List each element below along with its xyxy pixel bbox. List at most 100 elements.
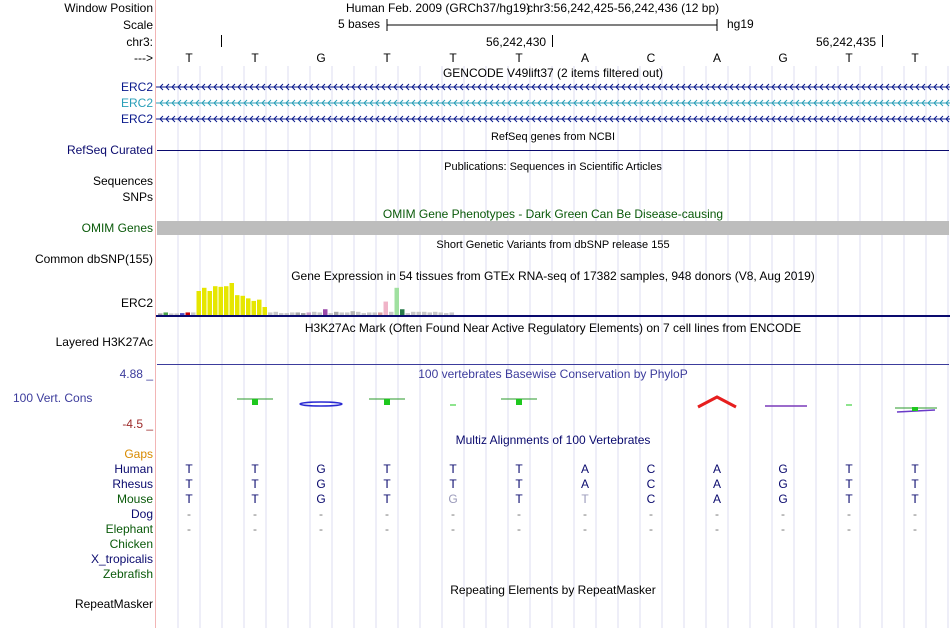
gtex-bar[interactable] <box>284 313 290 315</box>
gtex-bar[interactable] <box>246 298 251 315</box>
gtex-bar[interactable] <box>273 311 279 315</box>
species-label[interactable]: Dog <box>130 507 153 521</box>
strand-arrow <box>441 83 446 91</box>
gtex-bar[interactable] <box>416 311 422 315</box>
gencode-label-3[interactable]: ERC2 <box>120 112 153 126</box>
phylop-conservation-track[interactable] <box>156 385 950 425</box>
multiz-gaps-label[interactable]: Gaps <box>124 447 153 461</box>
gtex-bar[interactable] <box>350 311 356 315</box>
gtex-bar[interactable] <box>378 312 383 315</box>
gtex-bar[interactable] <box>251 300 257 315</box>
gtex-bar[interactable] <box>422 311 427 315</box>
gtex-bar[interactable] <box>191 312 196 315</box>
gtex-bar[interactable] <box>306 312 312 315</box>
strand-arrow <box>201 99 206 107</box>
species-label[interactable]: Chicken <box>109 537 153 551</box>
gtex-bar[interactable] <box>405 313 411 315</box>
phylop-base-mark[interactable] <box>384 399 390 405</box>
gtex-bar[interactable] <box>367 312 372 315</box>
gtex-bar-chart[interactable] <box>156 283 950 317</box>
gtex-bar[interactable] <box>312 311 317 315</box>
gtex-bar[interactable] <box>301 313 306 315</box>
gtex-bar[interactable] <box>169 313 174 315</box>
strand-arrow <box>675 115 680 123</box>
gtex-bar[interactable] <box>224 286 229 315</box>
species-label[interactable]: Elephant <box>105 522 153 536</box>
publications-label-snps[interactable]: SNPs <box>122 190 153 204</box>
gtex-bar[interactable] <box>196 291 202 315</box>
phylop-base-mark[interactable] <box>912 407 918 411</box>
gtex-bar[interactable] <box>383 301 389 315</box>
gtex-bar[interactable] <box>389 311 394 315</box>
strand-arrow <box>405 99 410 107</box>
gtex-bar[interactable] <box>449 312 455 315</box>
gtex-bar[interactable] <box>411 311 416 315</box>
gtex-bar[interactable] <box>394 287 400 315</box>
window-position[interactable]: chr3:56,242,425-56,242,436 (12 bp) <box>527 1 720 15</box>
species-label[interactable]: Zebrafish <box>102 567 153 581</box>
gtex-bar[interactable] <box>185 312 191 315</box>
gtex-bar[interactable] <box>323 309 328 315</box>
gtex-bar[interactable] <box>229 283 235 315</box>
gtex-bar[interactable] <box>334 311 339 315</box>
strand-arrow <box>327 83 332 91</box>
gtex-bar[interactable] <box>361 313 367 315</box>
gtex-bar[interactable] <box>180 313 185 315</box>
strand-arrow <box>843 99 848 107</box>
strand-arrow <box>849 99 854 107</box>
species-label[interactable]: X_tropicalis <box>90 552 153 566</box>
phylop-base-mark[interactable] <box>299 401 343 407</box>
gtex-bar[interactable] <box>400 309 405 315</box>
gtex-bar[interactable] <box>372 312 378 315</box>
h3k27ac-label[interactable]: Layered H3K27Ac <box>55 335 153 349</box>
omim-feature[interactable] <box>157 221 949 235</box>
gencode-transcripts[interactable] <box>156 81 950 127</box>
species-label[interactable]: Human <box>114 462 153 476</box>
phylop-base-mark[interactable] <box>516 399 522 405</box>
gtex-bar[interactable] <box>328 313 334 315</box>
repeatmasker-label[interactable]: RepeatMasker <box>74 597 153 611</box>
gtex-bar[interactable] <box>356 311 361 315</box>
strand-arrow <box>417 115 422 123</box>
phylop-base-mark[interactable] <box>697 395 737 409</box>
gtex-bar[interactable] <box>433 311 438 315</box>
gtex-bar[interactable] <box>339 312 345 315</box>
dbsnp-label[interactable]: Common dbSNP(155) <box>34 252 153 266</box>
gtex-bar[interactable] <box>163 312 169 315</box>
refseq-label[interactable]: RefSeq Curated <box>66 143 153 157</box>
gtex-bar[interactable] <box>213 286 218 315</box>
gtex-bar[interactable] <box>174 313 180 315</box>
strand-arrow <box>471 99 476 107</box>
gtex-bar[interactable] <box>262 307 268 315</box>
gtex-bar[interactable] <box>438 312 444 315</box>
gtex-label[interactable]: ERC2 <box>120 296 153 310</box>
omim-label[interactable]: OMIM Genes <box>81 221 153 235</box>
publications-label-sequences[interactable]: Sequences <box>92 174 153 188</box>
gtex-bar[interactable] <box>290 312 295 315</box>
gtex-bar[interactable] <box>444 313 449 315</box>
phylop-base-mark[interactable] <box>252 399 258 405</box>
species-label[interactable]: Mouse <box>116 492 153 506</box>
gtex-bar[interactable] <box>257 299 262 315</box>
gtex-bar[interactable] <box>268 312 273 315</box>
gtex-bar[interactable] <box>218 286 224 315</box>
gtex-bar[interactable] <box>317 312 323 315</box>
strand-arrow <box>447 115 452 123</box>
strand-arrow <box>297 83 302 91</box>
gtex-bar[interactable] <box>295 312 301 315</box>
gtex-bar[interactable] <box>345 312 350 315</box>
gtex-bar[interactable] <box>202 287 207 315</box>
gtex-bar[interactable] <box>279 313 284 315</box>
ruler-tick <box>552 35 553 47</box>
gencode-label-1[interactable]: ERC2 <box>120 80 153 94</box>
gtex-bar[interactable] <box>427 312 433 315</box>
phylop-label[interactable]: 100 Vert. Cons <box>13 391 93 405</box>
gtex-bar[interactable] <box>240 295 246 315</box>
refseq-gene-line[interactable] <box>157 150 949 151</box>
gtex-bar[interactable] <box>235 295 240 315</box>
gtex-bar[interactable] <box>207 291 213 315</box>
species-label[interactable]: Rhesus <box>112 477 153 491</box>
gencode-label-2[interactable]: ERC2 <box>120 96 153 110</box>
gtex-bar[interactable] <box>158 313 163 315</box>
strand-arrow <box>351 99 356 107</box>
